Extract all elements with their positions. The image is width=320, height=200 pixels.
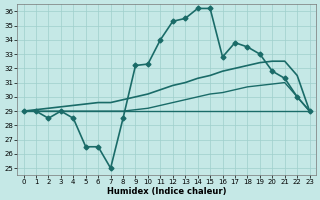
X-axis label: Humidex (Indice chaleur): Humidex (Indice chaleur) — [107, 187, 226, 196]
